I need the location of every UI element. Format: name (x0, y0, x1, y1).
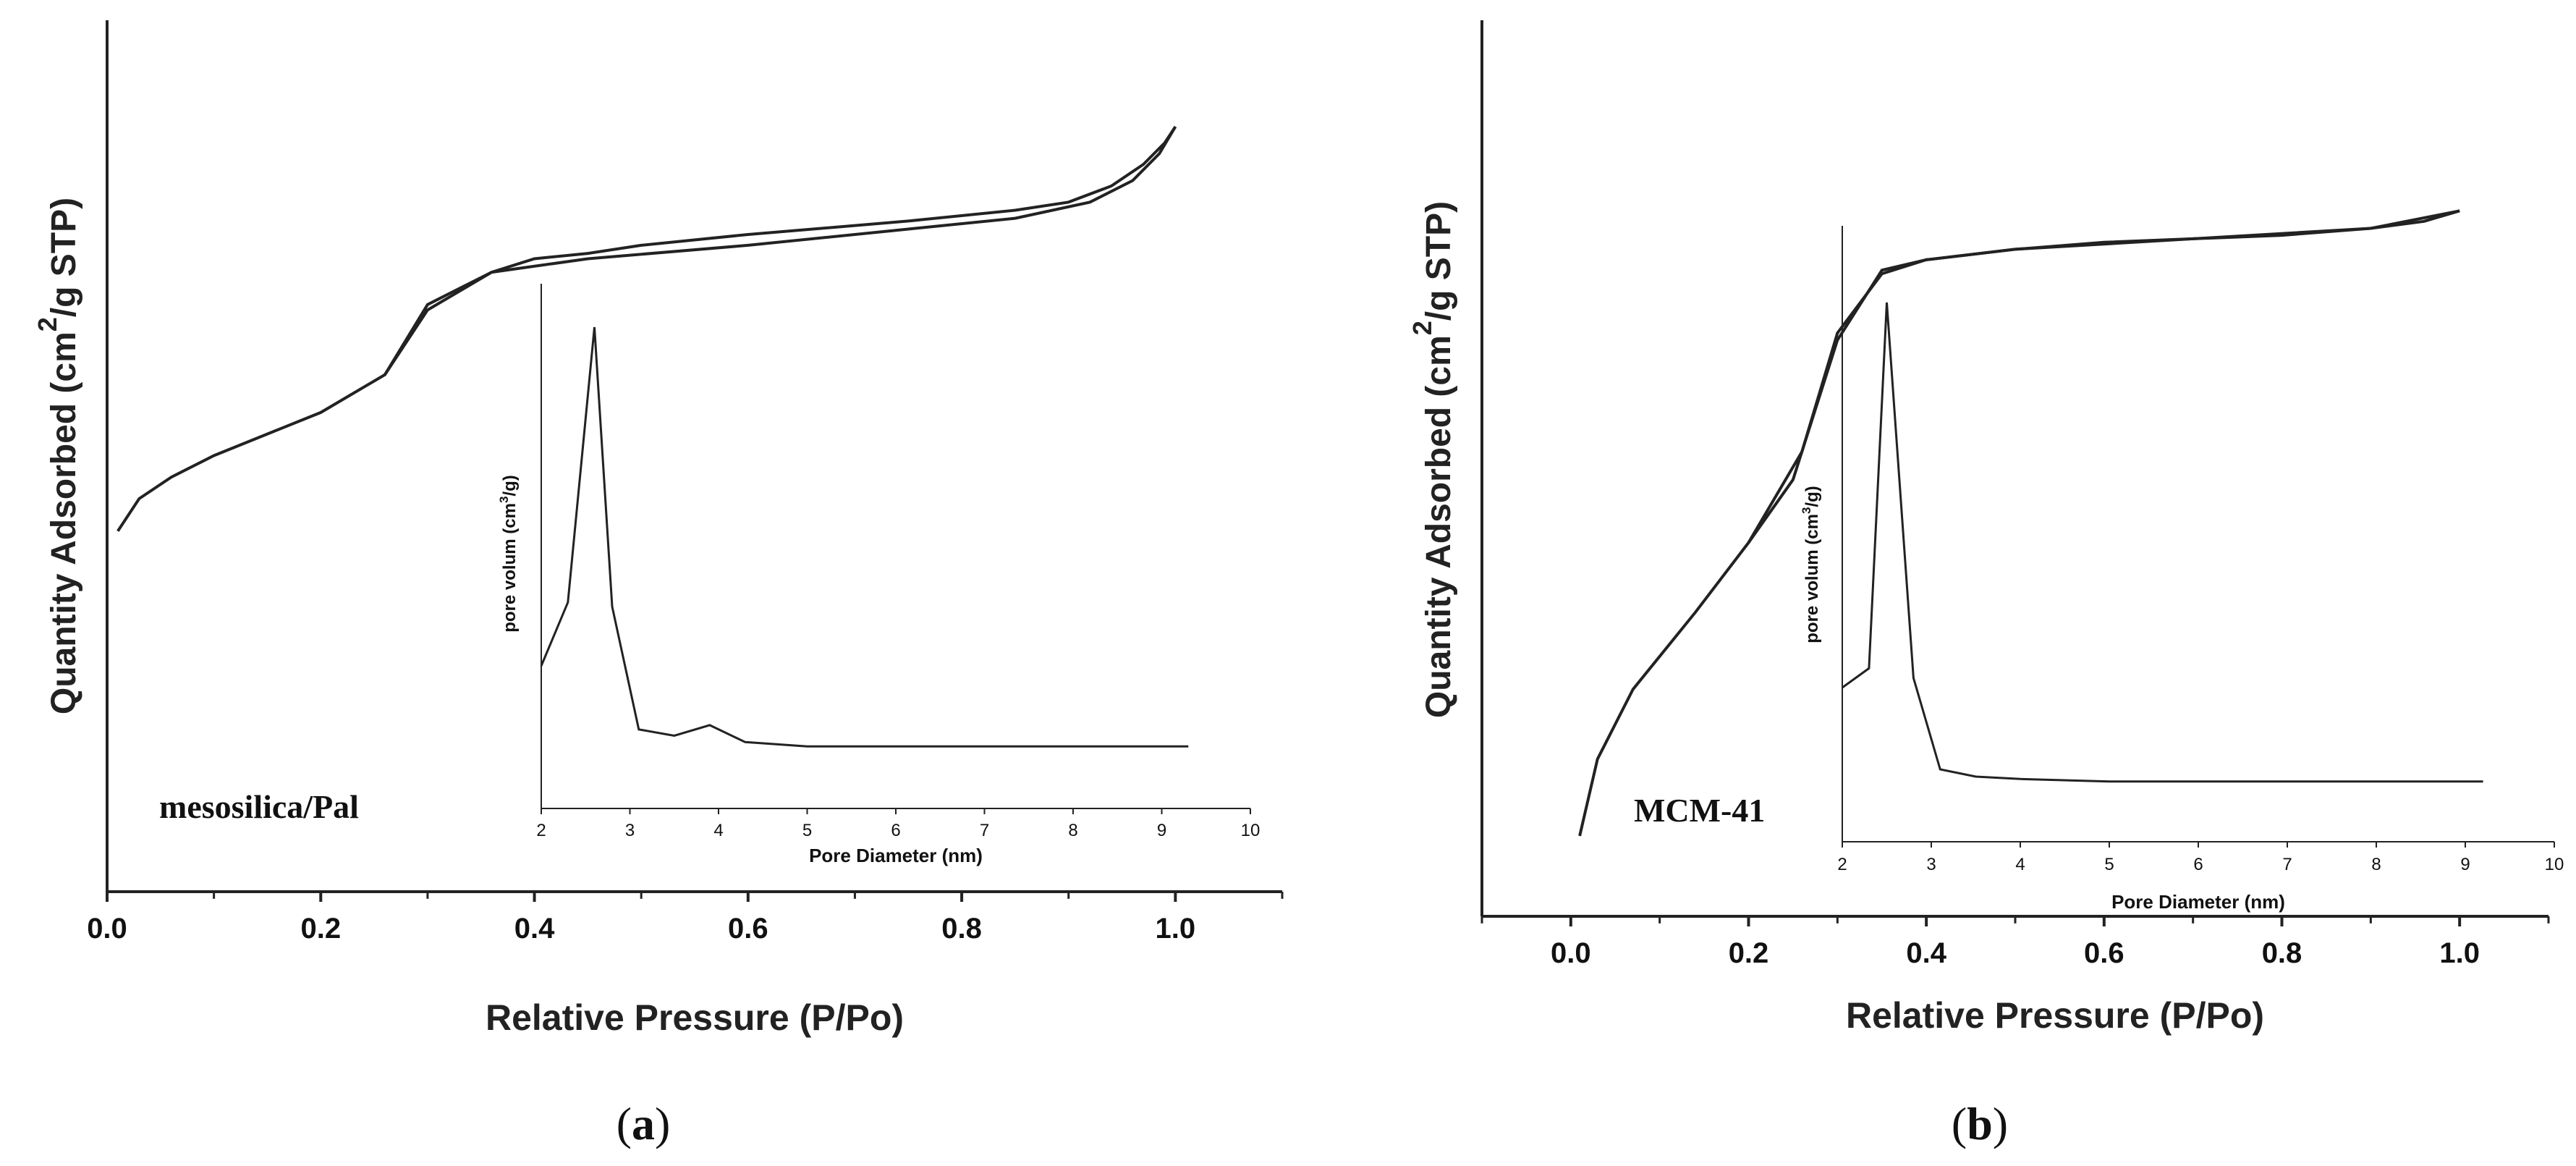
panel-a-inset-x-ticks: 2 3 4 5 6 7 8 9 10 (536, 808, 1260, 840)
panel-b-sample-label: MCM-41 (1634, 792, 1765, 829)
inset-x-tick-label: 2 (1837, 855, 1847, 874)
inset-x-tick-label: 3 (1926, 855, 1936, 874)
panel-b-adsorption-line (1578, 209, 2460, 837)
inset-x-tick-label: 8 (1068, 821, 1077, 840)
panel-a: 0.0 0.2 0.4 0.6 0.8 1.0 Quantity Adsorbed (cm… (33, 20, 1284, 1149)
x-tick-label: 0.0 (1551, 937, 1591, 969)
inset-x-tick-label: 5 (802, 821, 812, 840)
inset-x-tick-label: 4 (713, 821, 723, 840)
inset-x-tick-label: 8 (2371, 855, 2381, 874)
x-tick-label: 0.6 (728, 913, 768, 945)
inset-x-tick-label: 7 (980, 821, 989, 840)
inset-x-tick-label: 10 (2545, 855, 2564, 874)
x-tick-label: 0.8 (941, 913, 982, 945)
x-tick-label: 0.4 (514, 913, 555, 945)
panel-b: 0.0 0.2 0.4 0.6 0.8 1.0 Quantity Adsorbed (cm… (1407, 20, 2564, 1149)
panel-b-inset-y-axis-title: pore volum (cm3/g) (1800, 486, 1822, 643)
x-tick-label: 1.0 (2439, 937, 2480, 969)
inset-x-tick-label: 6 (891, 821, 900, 840)
panel-b-x-ticks: 0.0 0.2 0.4 0.6 0.8 1.0 (1480, 916, 2550, 969)
panel-b-y-axis-title: Quantity Adsorbed (cm2/g STP) (1407, 201, 1458, 718)
inset-x-tick-label: 7 (2282, 855, 2292, 874)
panel-a-inset-x-axis-title: Pore Diameter (nm) (809, 845, 983, 866)
inset-x-tick-label: 6 (2193, 855, 2203, 874)
panel-a-inset-y-axis-title: pore volum (cm3/g) (497, 475, 520, 633)
panel-a-desorption-line (384, 125, 1177, 376)
panel-a-sample-label: mesosilica/Pal (159, 788, 359, 825)
panel-a-y-axis-title: Quantity Adsorbed (cm2/g STP) (33, 198, 83, 714)
panel-a-label: (a) (617, 1098, 671, 1149)
panel-a-inset: 2 3 4 5 6 7 8 9 10 pore volum (cm3/g) Pore Diame… (497, 284, 1260, 866)
inset-x-tick-label: 10 (1241, 821, 1261, 840)
inset-x-tick-label: 9 (2460, 855, 2470, 874)
x-tick-label: 0.6 (2084, 937, 2124, 969)
panel-a-x-axis-title: Relative Pressure (P/Po) (486, 997, 904, 1038)
inset-x-tick-label: 5 (2104, 855, 2114, 874)
panel-b-inset: 2 3 4 5 6 7 8 9 10 pore volum (cm3/g) Pore Diame… (1800, 226, 2564, 913)
inset-x-tick-label: 9 (1157, 821, 1166, 840)
panel-a-inset-line (540, 326, 1189, 748)
panel-b-x-axis-title: Relative Pressure (P/Po) (1846, 995, 2264, 1036)
panel-b-inset-line (1842, 302, 2483, 783)
inset-x-tick-label: 2 (536, 821, 546, 840)
inset-x-tick-label: 4 (2015, 855, 2025, 874)
panel-b-inset-x-axis-title: Pore Diameter (nm) (2111, 891, 2285, 913)
x-tick-label: 0.8 (2262, 937, 2302, 969)
x-tick-label: 0.0 (87, 913, 127, 945)
panel-a-adsorption-line (116, 125, 1177, 532)
x-tick-label: 0.4 (1906, 937, 1946, 969)
inset-x-tick-label: 3 (625, 821, 635, 840)
panel-a-x-ticks: 0.0 0.2 0.4 0.6 0.8 1.0 (87, 892, 1284, 945)
panel-b-inset-x-ticks: 2 3 4 5 6 7 8 9 10 (1837, 842, 2564, 874)
panel-b-label: (b) (1952, 1098, 2008, 1149)
x-tick-label: 1.0 (1156, 913, 1196, 945)
x-tick-label: 0.2 (300, 913, 341, 945)
panel-b-desorption-line (1747, 209, 2460, 544)
x-tick-label: 0.2 (1729, 937, 1769, 969)
